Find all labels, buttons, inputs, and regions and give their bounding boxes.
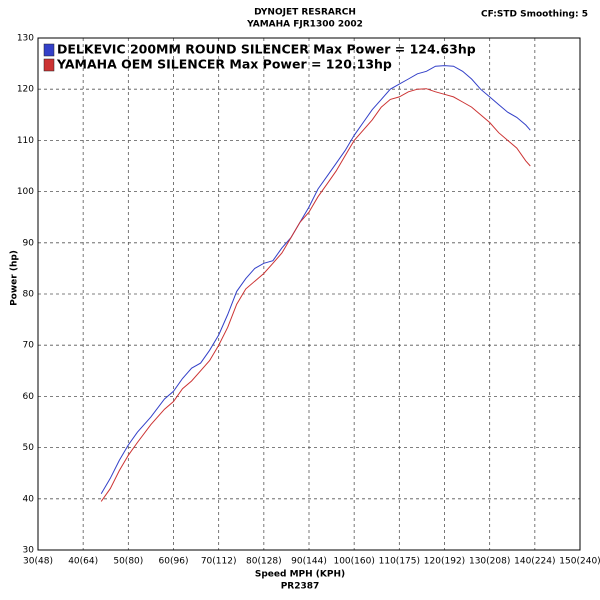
x-tick-label: 30(48) [23,557,53,567]
x-tick-label: 110(175) [379,557,420,567]
y-tick-label: 80 [23,290,35,300]
legend-label: DELKEVIC 200MM ROUND SILENCER Max Power … [57,42,476,57]
x-axis-label: Speed MPH (KPH) [255,570,345,580]
x-tick-label: 90(144) [291,557,327,567]
x-tick-label: 100(160) [333,557,374,567]
legend-swatch [43,58,55,72]
y-tick-label: 120 [17,85,34,95]
y-tick-label: 40 [23,494,35,504]
y-tick-label: 30 [23,546,35,556]
y-tick-label: 110 [17,136,34,146]
legend-label: YAMAHA OEM SILENCER Max Power = 120.13hp [56,57,392,72]
x-tick-label: 80(128) [246,557,282,567]
data-line [100,65,531,494]
x-tick-label: 50(80) [113,557,143,567]
y-axis-label: Power (hp) [10,250,20,306]
x-tick-label: 40(64) [68,557,98,567]
annotation: CF:STD Smoothing: 5 [481,10,588,20]
data-line [100,88,531,502]
x-axis-sublabel: PR2387 [281,582,320,592]
x-tick-label: 120(192) [424,557,465,567]
chart-subtitle: YAMAHA FJR1300 2002 [246,20,363,30]
y-tick-label: 100 [17,187,34,197]
x-tick-label: 140(224) [514,557,555,567]
x-tick-label: 130(208) [469,557,510,567]
chart-title: DYNOJET RESRARCH [254,8,356,18]
x-tick-label: 150(240) [559,557,600,567]
y-tick-label: 60 [23,392,35,402]
y-tick-label: 90 [23,238,35,248]
y-tick-label: 50 [23,443,35,453]
plot-frame [37,37,581,551]
x-tick-label: 70(112) [201,557,237,567]
y-tick-label: 70 [23,341,35,351]
y-tick-label: 130 [17,34,34,44]
x-tick-label: 60(96) [159,557,189,567]
legend-swatch [43,43,55,57]
